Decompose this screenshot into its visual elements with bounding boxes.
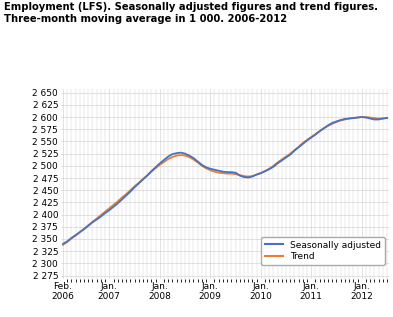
Text: Three-month moving average in 1 000. 2006-2012: Three-month moving average in 1 000. 200… (4, 14, 287, 24)
Legend: Seasonally adjusted, Trend: Seasonally adjusted, Trend (261, 237, 385, 265)
Text: Employment (LFS). Seasonally adjusted figures and trend figures.: Employment (LFS). Seasonally adjusted fi… (4, 2, 378, 12)
